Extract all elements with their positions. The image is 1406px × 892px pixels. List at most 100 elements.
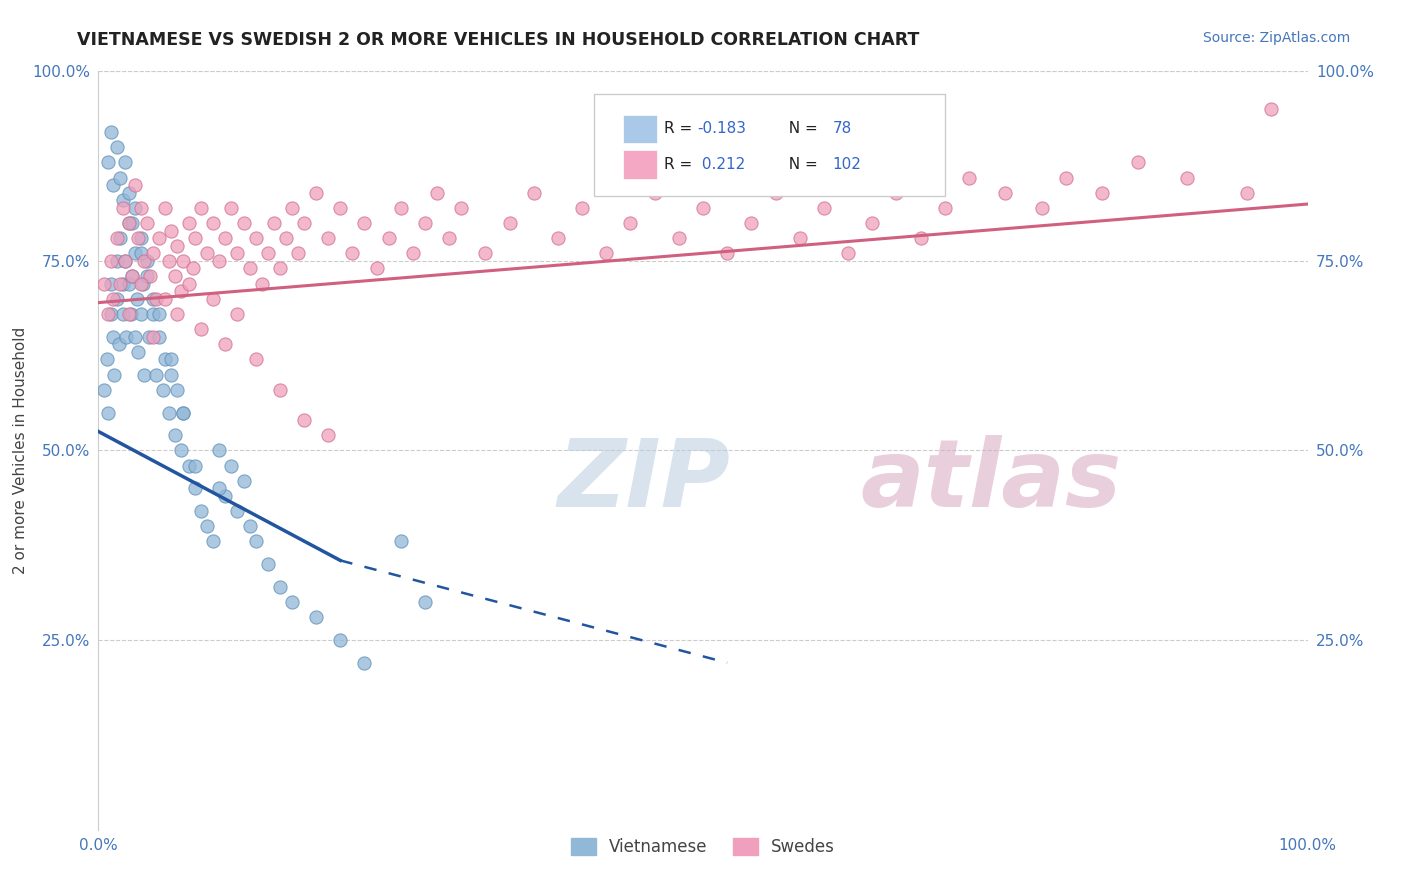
Point — [316, 428, 339, 442]
Point — [121, 269, 143, 284]
Point — [957, 170, 980, 185]
Point — [148, 330, 170, 344]
Point — [163, 269, 186, 284]
Point — [256, 557, 278, 572]
Point — [269, 580, 291, 594]
Point — [1031, 201, 1053, 215]
Point — [498, 216, 520, 230]
Point — [644, 186, 666, 200]
Point — [100, 253, 122, 268]
Point — [292, 413, 315, 427]
Point — [226, 246, 249, 260]
Point — [101, 178, 124, 193]
Point — [860, 216, 883, 230]
Point — [305, 610, 328, 624]
Point — [256, 246, 278, 260]
Point — [789, 231, 811, 245]
Point — [163, 428, 186, 442]
Point — [214, 489, 236, 503]
Point — [716, 246, 738, 260]
Legend: Vietnamese, Swedes: Vietnamese, Swedes — [564, 831, 842, 863]
Point — [232, 216, 254, 230]
Point — [115, 330, 138, 344]
Point — [1091, 186, 1114, 200]
Point — [96, 352, 118, 367]
FancyBboxPatch shape — [595, 95, 945, 196]
Point — [135, 253, 157, 268]
Point — [172, 405, 194, 420]
Point — [813, 201, 835, 215]
Point — [619, 216, 641, 230]
Point — [124, 178, 146, 193]
Point — [129, 307, 152, 321]
Point — [208, 482, 231, 496]
Point — [157, 253, 180, 268]
Point — [108, 337, 131, 351]
Point — [202, 534, 225, 549]
Text: N =: N = — [779, 157, 823, 172]
Point — [142, 292, 165, 306]
Text: Source: ZipAtlas.com: Source: ZipAtlas.com — [1202, 31, 1350, 45]
Point — [114, 155, 136, 169]
Point — [169, 443, 191, 458]
Point — [118, 216, 141, 230]
Point — [179, 277, 201, 291]
Text: 0.212: 0.212 — [697, 157, 745, 172]
Text: atlas: atlas — [860, 434, 1122, 527]
Point — [1236, 186, 1258, 200]
Point — [105, 231, 128, 245]
Point — [157, 405, 180, 420]
Point — [124, 330, 146, 344]
Point — [172, 253, 194, 268]
Text: R =: R = — [664, 157, 697, 172]
Point — [195, 246, 218, 260]
Point — [202, 292, 225, 306]
Point — [190, 322, 212, 336]
Point — [208, 443, 231, 458]
Point — [114, 253, 136, 268]
Point — [692, 201, 714, 215]
Point — [250, 277, 273, 291]
Point — [100, 125, 122, 139]
Point — [214, 231, 236, 245]
Point — [221, 201, 243, 215]
Point — [111, 194, 134, 208]
Point — [474, 246, 496, 260]
FancyBboxPatch shape — [623, 114, 657, 144]
Point — [547, 231, 569, 245]
Point — [740, 216, 762, 230]
Point — [287, 246, 309, 260]
Point — [148, 231, 170, 245]
Point — [190, 504, 212, 518]
Point — [437, 231, 460, 245]
Point — [214, 337, 236, 351]
Point — [571, 201, 593, 215]
Text: VIETNAMESE VS SWEDISH 2 OR MORE VEHICLES IN HOUSEHOLD CORRELATION CHART: VIETNAMESE VS SWEDISH 2 OR MORE VEHICLES… — [77, 31, 920, 49]
Point — [886, 186, 908, 200]
Point — [134, 253, 156, 268]
Point — [153, 201, 176, 215]
Point — [129, 201, 152, 215]
Point — [153, 352, 176, 367]
Point — [127, 231, 149, 245]
Point — [129, 277, 152, 291]
Point — [142, 246, 165, 260]
Point — [1175, 170, 1198, 185]
Point — [108, 277, 131, 291]
Point — [245, 231, 267, 245]
Point — [118, 216, 141, 230]
Point — [353, 216, 375, 230]
Point — [166, 383, 188, 397]
Point — [184, 231, 207, 245]
Point — [1260, 103, 1282, 117]
Point — [142, 307, 165, 321]
Point — [269, 383, 291, 397]
Point — [101, 330, 124, 344]
Point — [668, 231, 690, 245]
Point — [118, 277, 141, 291]
Point — [138, 330, 160, 344]
Text: -0.183: -0.183 — [697, 121, 747, 136]
Point — [103, 368, 125, 382]
Point — [139, 269, 162, 284]
Point — [153, 292, 176, 306]
